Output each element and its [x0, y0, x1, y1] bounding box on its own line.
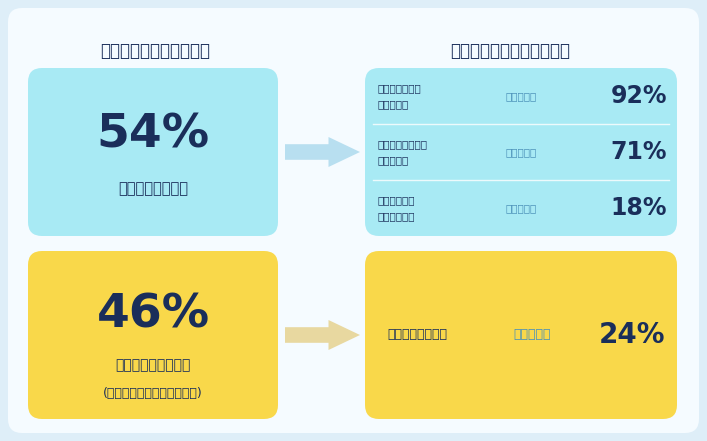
Polygon shape [285, 137, 360, 167]
Text: 直接不満を伝えない: 直接不満を伝えない [115, 358, 191, 372]
Text: 46%: 46% [96, 292, 209, 337]
Text: リピート率: リピート率 [505, 203, 536, 213]
Text: 不満な対応で: 不満な対応で [377, 195, 414, 205]
FancyBboxPatch shape [8, 8, 699, 433]
FancyBboxPatch shape [365, 68, 677, 236]
Text: リピート率: リピート率 [505, 91, 536, 101]
Text: 対応が迅速かつ: 対応が迅速かつ [377, 83, 421, 93]
Text: 92%: 92% [611, 84, 667, 108]
Text: 時間はかかったが: 時間はかかったが [377, 139, 427, 149]
Text: 不満非表明の場合: 不満非表明の場合 [387, 329, 447, 341]
Text: 18%: 18% [611, 196, 667, 220]
Text: 不満対応後のリピート行動: 不満対応後のリピート行動 [450, 42, 570, 60]
Text: 71%: 71% [611, 140, 667, 164]
Text: 問題・不満発生時の行動: 問題・不満発生時の行動 [100, 42, 210, 60]
FancyBboxPatch shape [28, 251, 278, 419]
FancyBboxPatch shape [365, 251, 677, 419]
Text: 54%: 54% [96, 113, 209, 158]
Text: 直接不満を伝える: 直接不満を伝える [118, 181, 188, 196]
Text: 24%: 24% [599, 321, 665, 349]
FancyBboxPatch shape [28, 68, 278, 236]
Text: 満足な場合: 満足な場合 [377, 155, 408, 165]
Text: リピート率: リピート率 [505, 147, 536, 157]
Text: (サイレントマジョリティー): (サイレントマジョリティー) [103, 387, 203, 400]
Polygon shape [285, 320, 360, 350]
Text: リピート率: リピート率 [513, 329, 551, 341]
Text: 満足な場合: 満足な場合 [377, 99, 408, 109]
Text: 終わった場合: 終わった場合 [377, 211, 414, 221]
